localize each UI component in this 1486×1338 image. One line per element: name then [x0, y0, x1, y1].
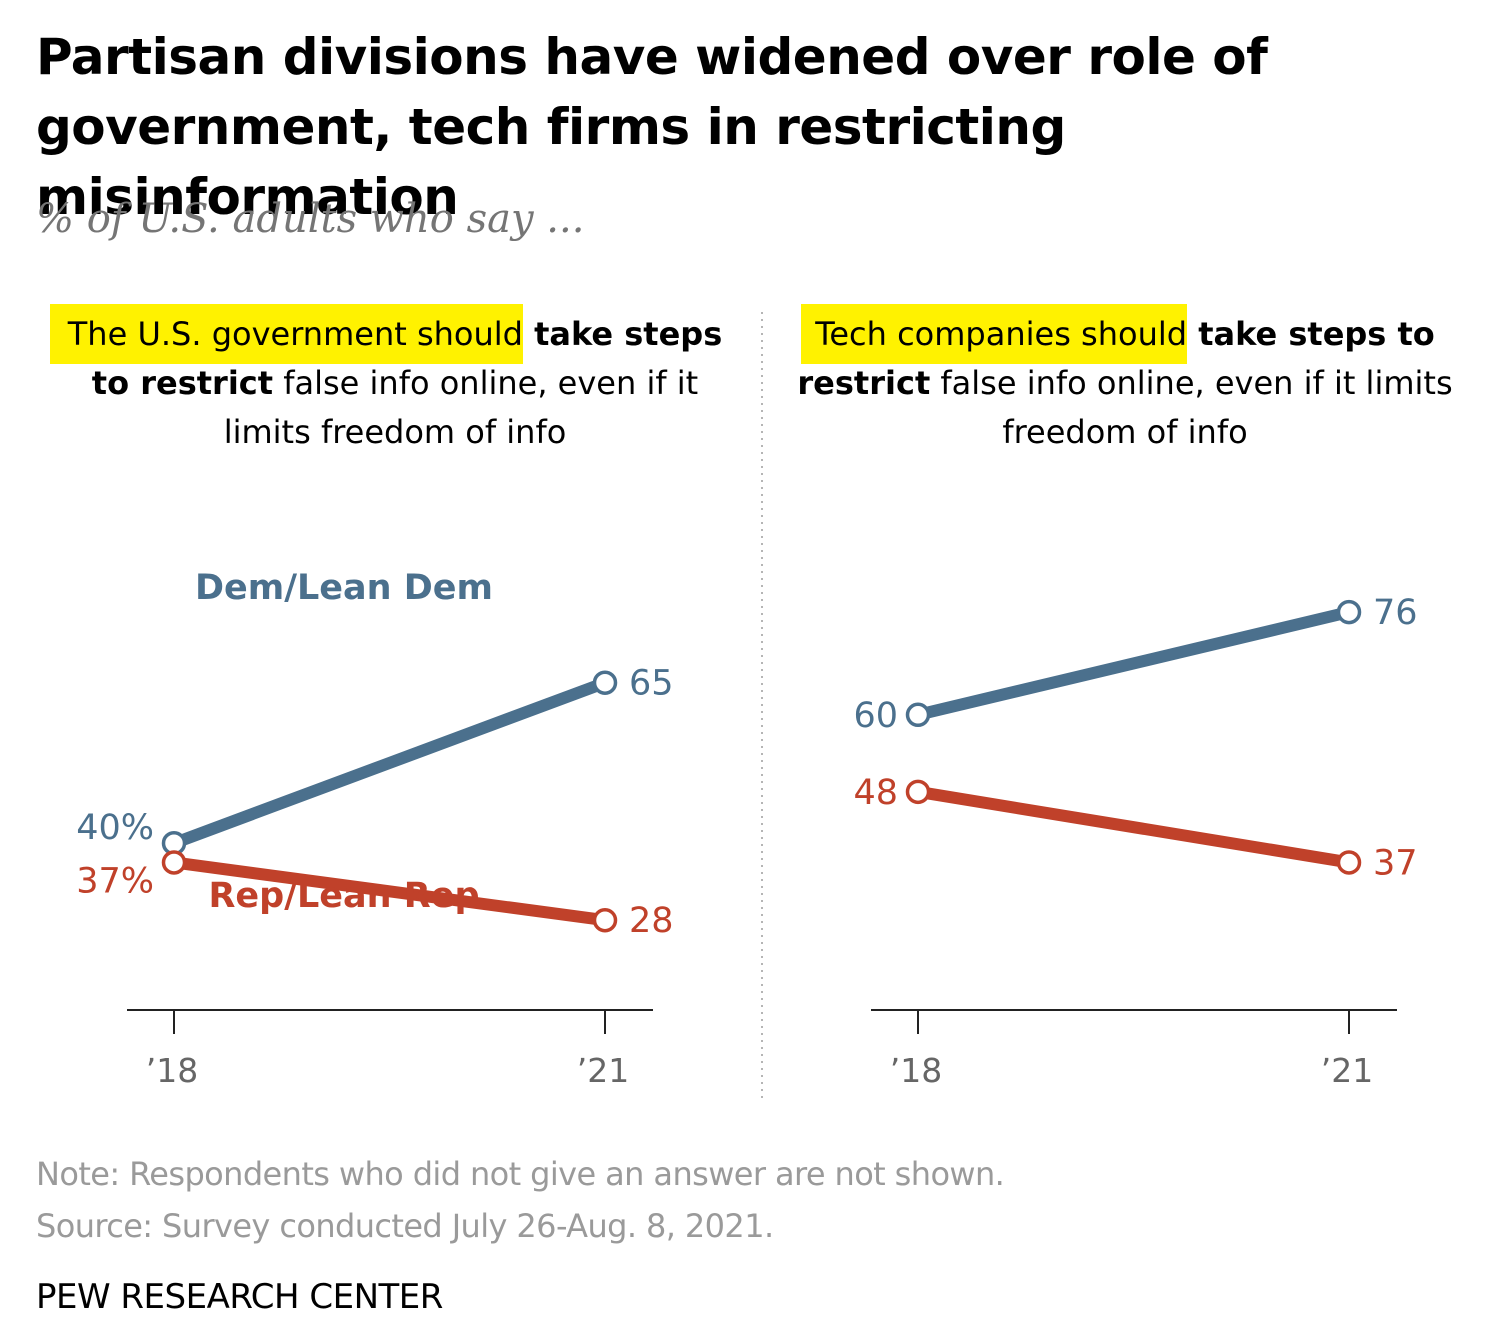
panel-heading-rest: false info online, even if it limits fre… — [930, 364, 1453, 451]
series-name-label: Rep/Lean Rep — [208, 876, 479, 916]
data-label: 40% — [76, 808, 154, 848]
series-line — [171, 677, 608, 849]
series-line — [916, 606, 1351, 721]
x-tick-label: ’18 — [890, 1051, 942, 1090]
data-point — [905, 779, 931, 805]
panel-heading-tech: Tech companies should take steps to rest… — [785, 304, 1465, 457]
series-line — [917, 785, 1350, 869]
data-point — [905, 702, 931, 728]
data-label: 48 — [853, 773, 898, 813]
chart-title: Partisan divisions have widened over rol… — [36, 28, 1268, 226]
x-tick-label: ’18 — [146, 1051, 198, 1090]
data-point — [592, 907, 618, 933]
panel-heading-bold: take steps to restrict — [91, 315, 723, 402]
series-line — [173, 856, 606, 927]
panel-heading-highlight: The U.S. government should — [49, 304, 523, 364]
x-tick-label: ’21 — [577, 1051, 629, 1090]
data-label: 28 — [629, 901, 674, 941]
data-point — [592, 670, 618, 695]
note-text: Note: Respondents who did not give an an… — [36, 1155, 1005, 1193]
data-point — [1336, 599, 1362, 625]
chart-subtitle: % of U.S. adults who say ... — [36, 196, 585, 242]
data-point — [1336, 850, 1362, 875]
data-point — [161, 850, 187, 875]
series-name-label: Dem/Lean Dem — [195, 568, 493, 608]
data-label: 37% — [76, 861, 154, 901]
panel-heading-government: The U.S. government should take steps to… — [49, 304, 735, 457]
brand-logo-text: PEW RESEARCH CENTER — [36, 1277, 443, 1317]
data-label: 60 — [853, 696, 898, 736]
panel-heading-highlight: Tech companies should — [801, 304, 1188, 364]
footnote: Note: Respondents who did not give an an… — [36, 1148, 1005, 1252]
data-label: 37 — [1373, 843, 1418, 883]
panel-heading-bold: take steps to restrict — [797, 315, 1435, 402]
panel-heading-rest: false info online, even if it limits fre… — [223, 364, 699, 451]
data-label: 65 — [629, 664, 674, 704]
source-text: Source: Survey conducted July 26-Aug. 8,… — [36, 1207, 774, 1245]
data-label: 76 — [1373, 593, 1418, 633]
x-tick-label: ’21 — [1321, 1051, 1373, 1090]
